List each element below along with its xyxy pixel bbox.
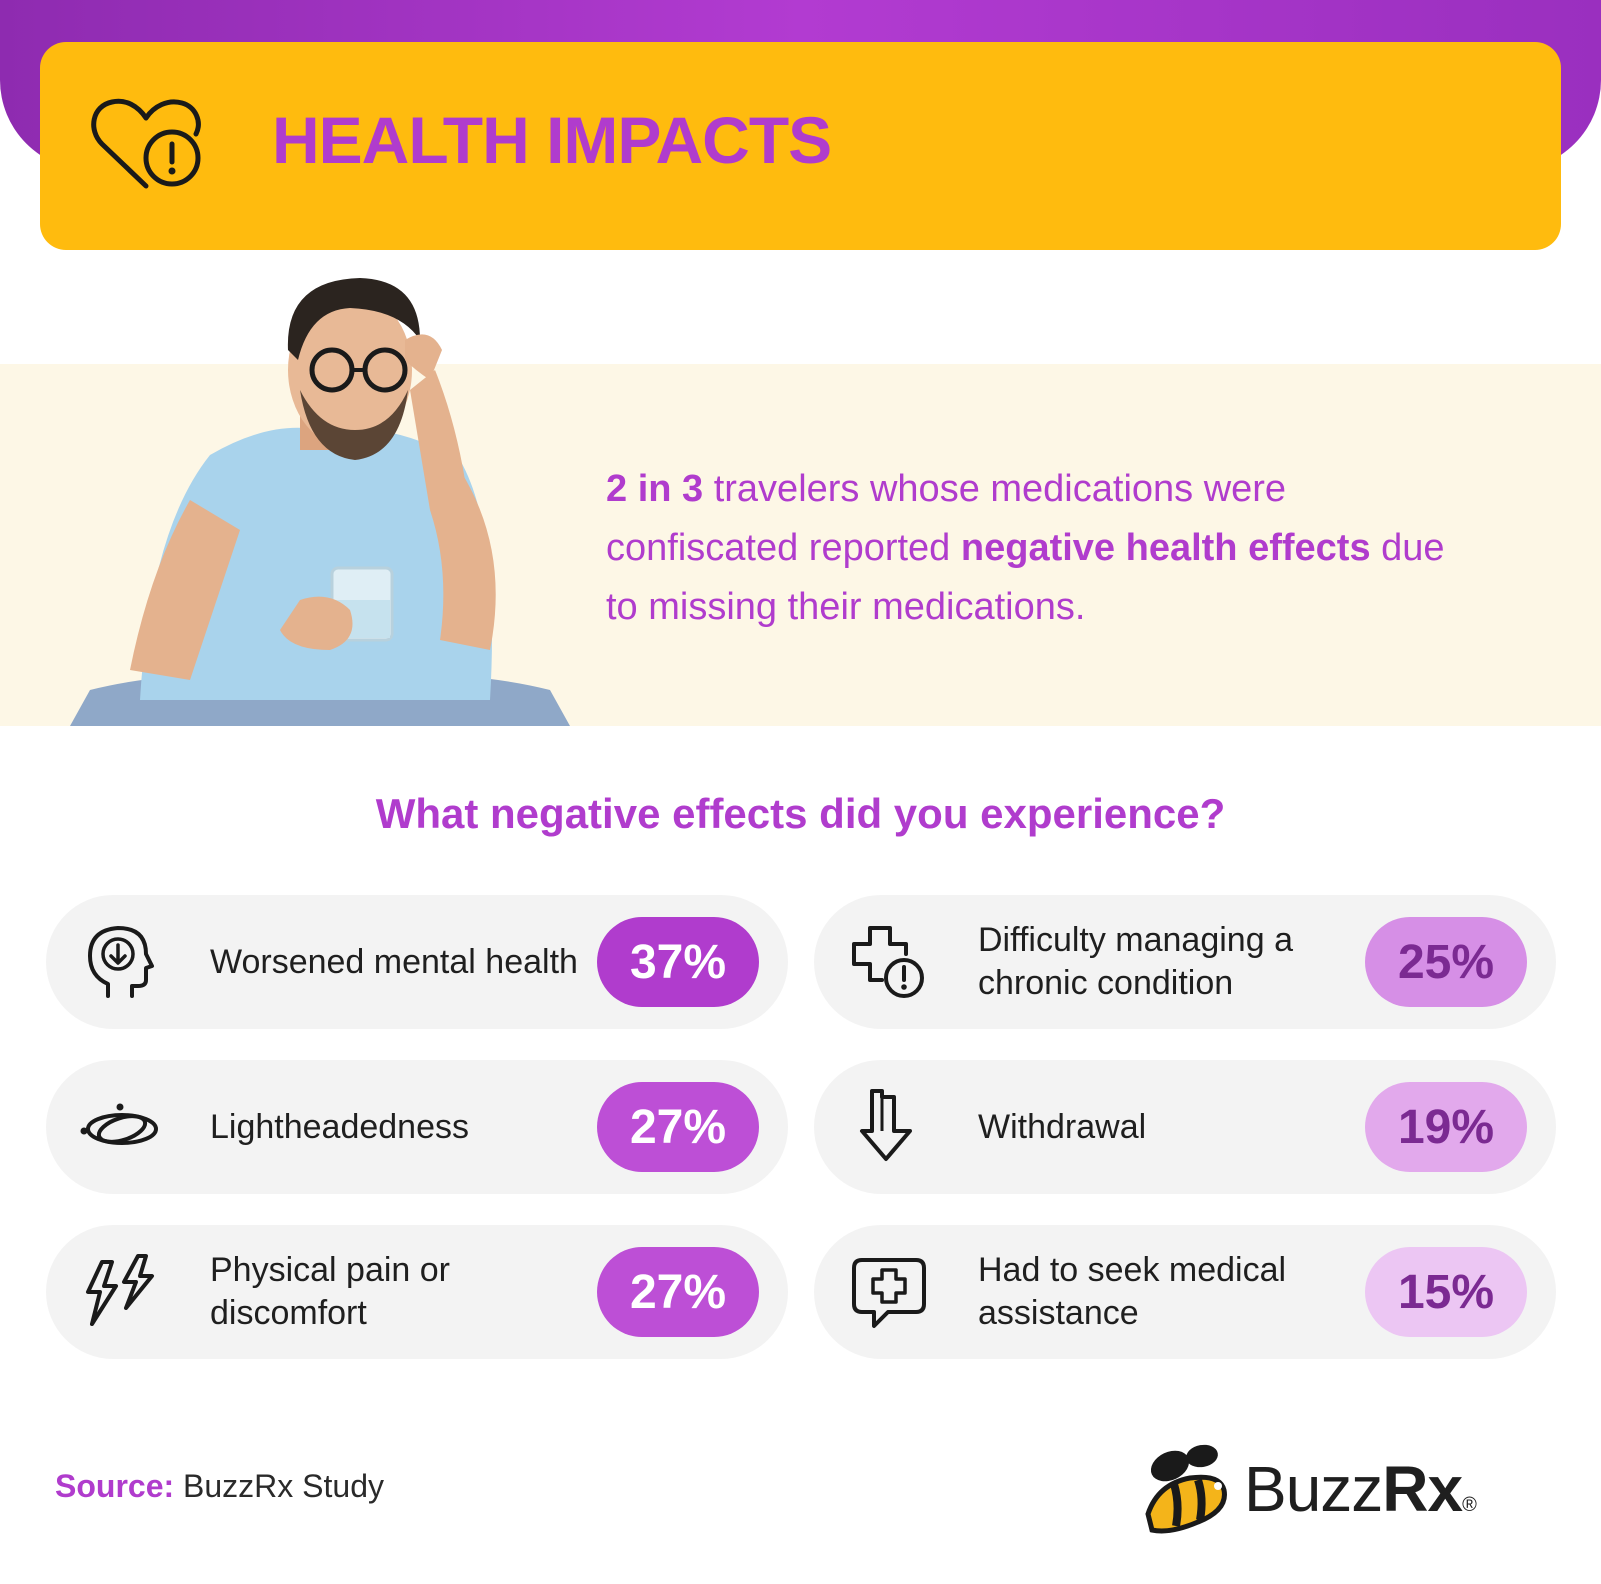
section-question: What negative effects did you experience… xyxy=(375,790,1226,837)
dizzy-orbit-icon xyxy=(80,1103,158,1145)
effect-percent-badge: 27% xyxy=(597,1247,759,1337)
logo-name-buzz: Buzz xyxy=(1244,1453,1383,1525)
effect-percent-badge: 27% xyxy=(597,1082,759,1172)
stat-highlight-ratio: 2 in 3 xyxy=(606,468,704,510)
effect-card-physical-pain: Physical pain or discomfort 27% xyxy=(46,1225,788,1359)
medical-cross-alert-icon xyxy=(852,926,924,998)
effect-percent-badge: 19% xyxy=(1365,1082,1527,1172)
effect-card-chronic-condition: Difficulty managing a chronic condition … xyxy=(814,895,1556,1029)
effect-label: Had to seek medical assistance xyxy=(978,1251,1287,1332)
logo-wordmark: BuzzRx® xyxy=(1244,1452,1477,1526)
head-down-arrow-icon xyxy=(88,926,154,998)
header-banner: HEALTH IMPACTS xyxy=(40,42,1561,250)
effect-label: Physical pain or discomfort xyxy=(210,1251,451,1332)
chat-medical-cross-icon xyxy=(852,1258,926,1328)
lightning-icon xyxy=(86,1254,154,1326)
effect-percent-badge: 15% xyxy=(1365,1247,1527,1337)
buzzrx-logo: BuzzRx® xyxy=(1140,1438,1500,1538)
effect-card-lightheadedness: Lightheadedness 27% xyxy=(46,1060,788,1194)
stat-text-1: travelers whose medications were confisc… xyxy=(606,468,1287,569)
logo-name-rx: Rx xyxy=(1382,1453,1463,1525)
source-text: BuzzRx Study xyxy=(174,1468,384,1504)
effect-label: Lightheadedness xyxy=(210,1107,470,1146)
logo-registered-mark: ® xyxy=(1462,1494,1477,1516)
effect-card-mental-health: Worsened mental health 37% xyxy=(46,895,788,1029)
page-title: HEALTH IMPACTS xyxy=(272,103,832,177)
man-headache-photo xyxy=(70,278,570,726)
bee-logo-icon xyxy=(1145,1444,1227,1534)
effect-label: Worsened mental health xyxy=(210,942,578,981)
heart-alert-icon xyxy=(91,98,201,189)
stat-statement: 2 in 3 travelers whose medications were … xyxy=(606,460,1466,637)
effect-percent-badge: 37% xyxy=(597,917,759,1007)
effects-grid: Worsened mental health 37% Difficulty ma… xyxy=(46,895,1556,1365)
stat-text-2: due to missing their medications. xyxy=(606,527,1445,628)
source-note: Source: BuzzRx Study xyxy=(55,1468,384,1505)
arrow-down-icon xyxy=(860,1089,912,1161)
effect-label: Withdrawal xyxy=(978,1107,1147,1146)
stat-highlight-effects: negative health effects xyxy=(960,527,1371,569)
source-label: Source: xyxy=(55,1468,175,1504)
effect-card-withdrawal: Withdrawal 19% xyxy=(814,1060,1556,1194)
effect-label: Difficulty managing a chronic condition xyxy=(978,921,1293,1002)
effect-percent-badge: 25% xyxy=(1365,917,1527,1007)
effect-card-medical-assistance: Had to seek medical assistance 15% xyxy=(814,1225,1556,1359)
